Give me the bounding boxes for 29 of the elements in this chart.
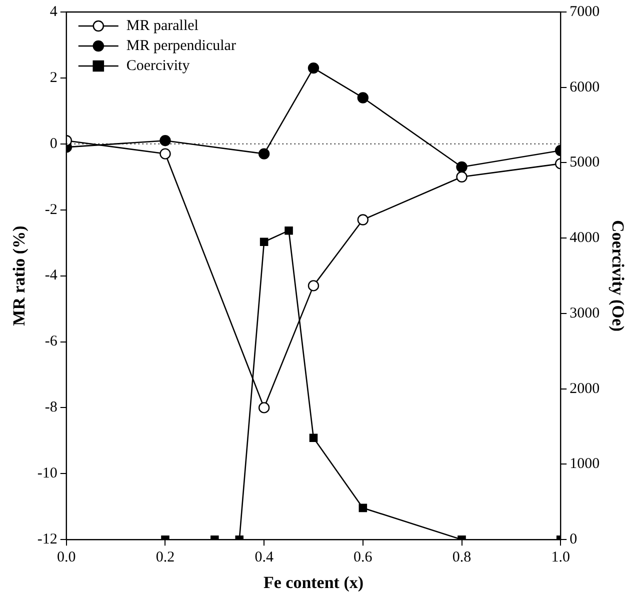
x-tick-label: 0.8 <box>452 550 472 566</box>
legend-label: MR parallel <box>126 18 198 34</box>
legend-label: MR perpendicular <box>126 38 236 54</box>
y-tick-label: -10 <box>37 466 58 482</box>
y-tick-label: 0 <box>50 136 58 152</box>
y2-axis-title: Coercivity (Oe) <box>608 220 628 332</box>
y2-tick-label: 0 <box>570 532 578 548</box>
y2-tick-label: 4000 <box>570 230 600 246</box>
y2-tick-label: 1000 <box>570 456 600 472</box>
x-tick-label: 0.0 <box>57 550 76 566</box>
y-tick-label: -4 <box>44 268 58 284</box>
legend-label: Coercivity <box>126 58 190 74</box>
y2-tick-label: 2000 <box>570 380 600 397</box>
y-tick-label: 2 <box>50 70 58 86</box>
y2-tick-label: 3000 <box>570 305 600 322</box>
y-tick-label: 4 <box>50 4 58 20</box>
y2-tick-label: 5000 <box>570 154 600 171</box>
x-tick-label: 0.6 <box>354 550 373 566</box>
x-tick-label: 0.2 <box>156 550 175 566</box>
y2-tick-label: 6000 <box>570 79 600 96</box>
x-tick-label: 0.4 <box>254 550 274 566</box>
y-tick-label: -12 <box>37 532 58 548</box>
x-tick-label: 1.0 <box>551 550 570 566</box>
y-tick-label: -2 <box>44 202 58 218</box>
y-tick-label: -6 <box>44 334 58 350</box>
y-axis-title: MR ratio (%) <box>10 226 29 326</box>
x-axis-title: Fe content (x) <box>263 573 364 592</box>
y-tick-label: -8 <box>44 400 58 416</box>
y2-tick-label: 7000 <box>570 4 600 20</box>
